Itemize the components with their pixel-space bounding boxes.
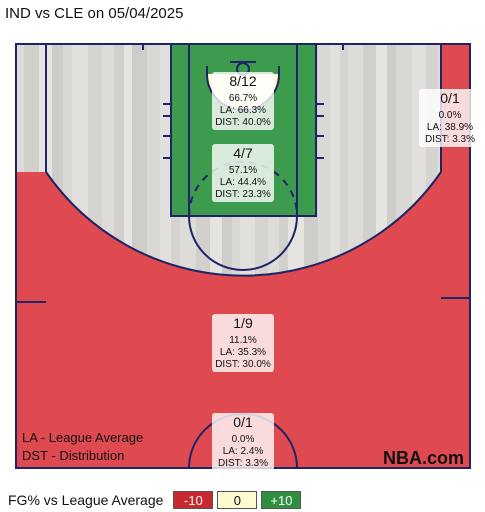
floor-plank (330, 44, 340, 468)
zone-league-average: LA: 66.3% (220, 105, 266, 116)
legend-swatch-below: -10 (173, 491, 214, 509)
color-legend: FG% vs League Average -10 0 +10 (8, 490, 305, 510)
zone-league-average: LA: 38.9% (427, 122, 473, 133)
zone-fg-pct: 66.7% (229, 93, 257, 104)
legend-title: FG% vs League Average (8, 492, 164, 508)
zone-distribution: DIST: 3.3% (425, 134, 475, 145)
zone-fg-pct: 11.1% (229, 335, 257, 346)
zone-league-average: LA: 2.4% (223, 446, 264, 457)
floor-plank (232, 44, 240, 468)
distribution-note: DST - Distribution (22, 448, 124, 463)
floor-plank (268, 44, 279, 468)
zone-fg-pct: 0.0% (439, 110, 462, 121)
floor-plank (160, 44, 171, 468)
zone-distribution: DIST: 23.3% (215, 189, 271, 200)
zone-label-box (212, 144, 274, 202)
zone-label-right-corner-3: 0/1 0.0%LA: 38.9%DIST: 3.3% (419, 89, 481, 147)
zone-made-attempted: 1/9 (233, 315, 253, 331)
zone-label-box (419, 89, 481, 147)
zone-label-box (212, 72, 274, 130)
zone-label-above-the-break-3: 1/9 11.1%LA: 35.3%DIST: 30.0% (212, 314, 274, 372)
zone-made-attempted: 0/1 (440, 90, 460, 106)
zone-made-attempted: 8/12 (229, 73, 256, 89)
zone-label-restricted-area: 8/12 66.7%LA: 66.3%DIST: 40.0% (212, 72, 274, 130)
zone-label-box (212, 314, 274, 372)
zone-fg-pct: 57.1% (229, 165, 257, 176)
zone-league-average: LA: 35.3% (220, 347, 266, 358)
floor-plank (279, 44, 288, 468)
zone-league-average: LA: 44.4% (220, 177, 266, 188)
league-average-note: LA - League Average (22, 430, 143, 445)
legend-swatch-above: +10 (261, 491, 302, 509)
zone-made-attempted: 0/1 (233, 414, 253, 430)
zone-made-attempted: 4/7 (233, 145, 253, 161)
chart-title: IND vs CLE on 05/04/2025 (5, 5, 184, 22)
zone-distribution: DIST: 30.0% (215, 359, 271, 370)
floor-plank (222, 44, 232, 468)
zone-label-box (212, 413, 274, 471)
floor-plank (171, 44, 180, 468)
zone-label-in-the-paint-non-ra-: 4/7 57.1%LA: 44.4%DIST: 23.3% (212, 144, 274, 202)
zone-distribution: DIST: 40.0% (215, 117, 271, 128)
zone-label-backcourt: 0/1 0.0%LA: 2.4%DIST: 3.3% (212, 413, 274, 471)
nba-logo-text: NBA.com (383, 448, 464, 468)
legend-swatch-neutral: 0 (217, 491, 258, 509)
zone-distribution: DIST: 3.3% (218, 458, 268, 469)
zone-fg-pct: 0.0% (232, 434, 255, 445)
